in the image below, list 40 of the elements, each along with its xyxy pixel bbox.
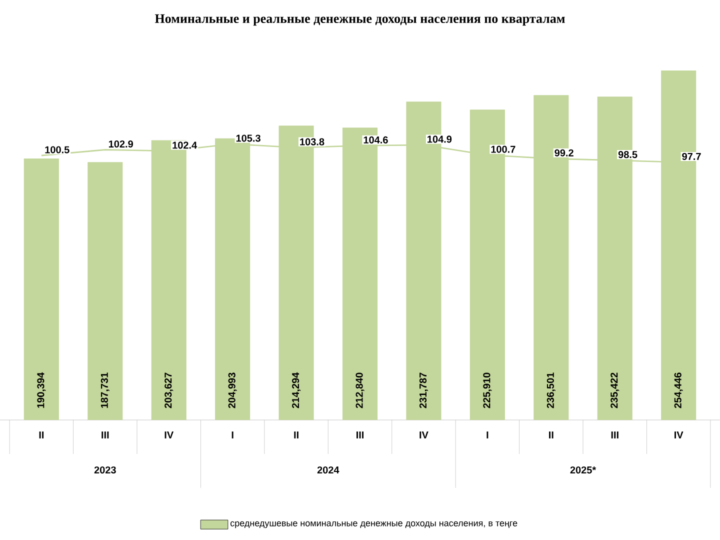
x-tick-label: II [39, 432, 44, 438]
x-tick-label: III [102, 432, 109, 438]
data-label: 190,394 [37, 372, 46, 408]
data-label: 100.7 [491, 146, 516, 153]
data-label: 103.8 [300, 138, 324, 146]
data-label: 97.7 [682, 152, 701, 160]
data-label: 204,993 [228, 372, 237, 408]
x-tick-label: I [232, 432, 234, 438]
x-tick-label: III [611, 432, 618, 438]
data-label: 231,787 [419, 372, 428, 408]
data-label: 102.9 [108, 140, 133, 148]
x-tick-label: II [294, 432, 298, 438]
data-label: 254,446 [674, 372, 683, 408]
text: 2023 [94, 466, 116, 474]
data-label: 203,627 [164, 372, 174, 408]
data-label: 235,422 [610, 372, 620, 408]
x-tick-label: I [486, 432, 488, 438]
bar [88, 162, 123, 420]
data-label: 104.6 [364, 136, 388, 144]
bar [24, 158, 59, 420]
x-tick-label: III [356, 432, 364, 438]
data-label: 98.5 [618, 151, 638, 158]
text: 2024 [317, 466, 340, 474]
data-label: 214,294 [292, 372, 301, 408]
data-label: 105.3 [236, 134, 260, 142]
data-label: 236,501 [546, 372, 556, 408]
text: 2025* [570, 466, 596, 474]
x-tick-label: IV [420, 432, 428, 438]
x-tick-label: IV [164, 432, 174, 438]
data-label: 99.2 [554, 149, 574, 156]
data-label: 187,731 [100, 372, 110, 408]
data-label: 104.9 [428, 136, 452, 143]
data-label: 100.5 [45, 146, 70, 154]
data-label: 102.4 [172, 142, 198, 149]
data-label: 225,910 [483, 372, 492, 408]
data-label: 212,840 [356, 372, 364, 408]
x-tick-label: II [549, 432, 554, 438]
x-tick-label: IV [674, 432, 684, 438]
chart-title: Номинальные и реальные денежные доходы населения по кварталам [154, 14, 565, 26]
legend-label: среднедушевые номинальные денежные доходы населения, в теңге [230, 521, 518, 528]
